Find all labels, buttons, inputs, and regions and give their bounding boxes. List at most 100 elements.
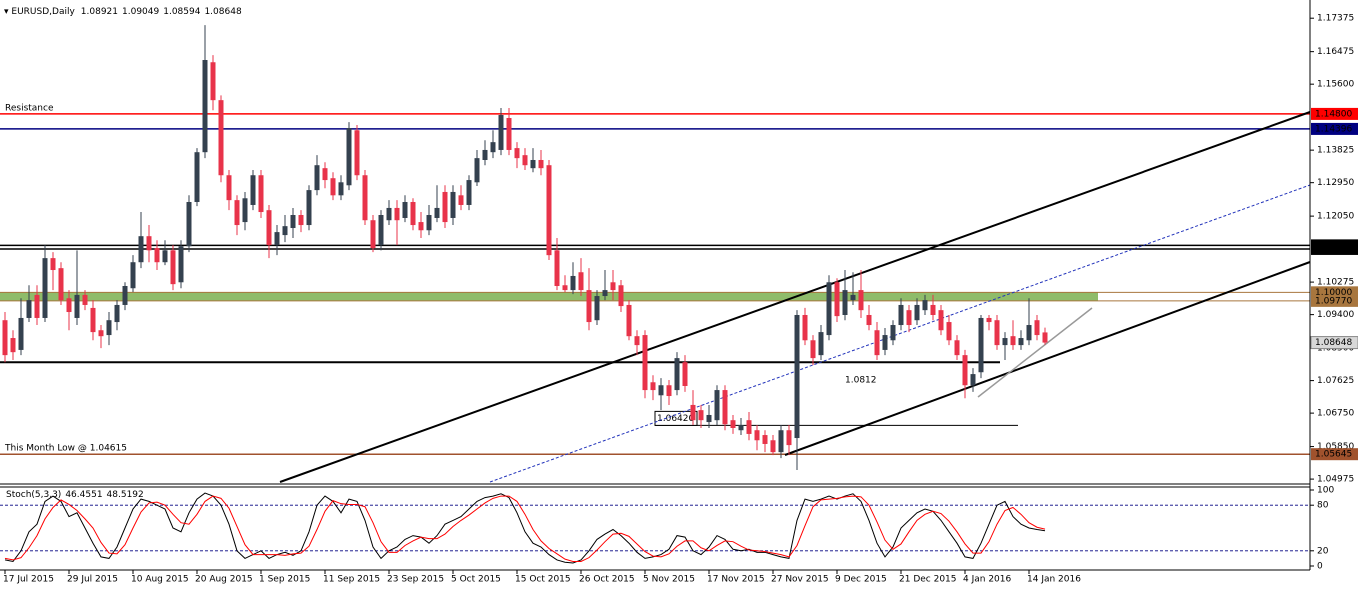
stoch-tick-label: 0 bbox=[1317, 562, 1323, 572]
candle-body bbox=[610, 282, 616, 291]
stoch-tick-label: 20 bbox=[1317, 546, 1329, 556]
candle-body bbox=[106, 320, 112, 336]
candle-body bbox=[498, 115, 504, 150]
candle-body bbox=[322, 168, 328, 181]
candle-body bbox=[618, 285, 624, 307]
candles-layer bbox=[2, 25, 1048, 470]
x-tick-label: 29 Jul 2015 bbox=[67, 575, 118, 585]
level-label: 1.09770 bbox=[1315, 296, 1352, 306]
stoch-tick-label: 80 bbox=[1317, 501, 1329, 511]
candle-body bbox=[962, 355, 968, 386]
level-label-box bbox=[1311, 122, 1358, 135]
x-tick-label: 14 Jan 2016 bbox=[1027, 575, 1081, 585]
channel-lower-line bbox=[784, 261, 1311, 456]
zone bbox=[0, 292, 1098, 301]
candle-body bbox=[1042, 332, 1048, 343]
candle-body bbox=[290, 215, 296, 229]
candle-body bbox=[346, 128, 352, 186]
candle-body bbox=[258, 175, 264, 213]
level-label-box bbox=[1311, 448, 1358, 461]
candle-body bbox=[914, 304, 920, 321]
candle-body bbox=[2, 320, 8, 356]
stoch-title: Stoch(5,3,3) 46.4551 48.5192 bbox=[6, 490, 144, 500]
candle-body bbox=[890, 325, 896, 341]
candle-body bbox=[242, 198, 248, 223]
candle-body bbox=[162, 250, 168, 263]
stoch-tick-label: 100 bbox=[1317, 486, 1334, 496]
candle-body bbox=[442, 191, 448, 223]
candle-body bbox=[602, 290, 608, 297]
candle-body bbox=[674, 358, 680, 391]
candle-body bbox=[330, 178, 336, 196]
candle-body bbox=[762, 435, 768, 444]
low: 1.08594 bbox=[163, 7, 200, 17]
x-tick-label: 20 Aug 2015 bbox=[195, 575, 253, 585]
candle-body bbox=[490, 142, 496, 153]
candle-body bbox=[458, 195, 464, 205]
y-tick-label: 1.05850 bbox=[1317, 442, 1354, 452]
candle-body bbox=[370, 220, 376, 249]
x-tick-label: 27 Nov 2015 bbox=[771, 575, 829, 585]
candle-body bbox=[858, 290, 864, 311]
high: 1.09049 bbox=[122, 7, 159, 17]
y-tick-label: 1.09400 bbox=[1317, 310, 1354, 320]
close: 1.08648 bbox=[204, 7, 241, 17]
candle-body bbox=[818, 332, 824, 356]
candle-body bbox=[402, 201, 408, 218]
candle-body bbox=[898, 304, 904, 326]
level-label: 1.05645 bbox=[1315, 450, 1352, 460]
stoch-line bbox=[4, 495, 1046, 562]
y-tick-label: 1.13825 bbox=[1317, 146, 1354, 156]
level-label: 1.11167 bbox=[1315, 244, 1352, 254]
candle-body bbox=[394, 207, 400, 221]
candle-body bbox=[514, 148, 520, 159]
candle-body bbox=[306, 190, 312, 226]
candle-body bbox=[730, 420, 736, 428]
candle-body bbox=[274, 232, 280, 246]
candle-body bbox=[690, 404, 696, 421]
candle-body bbox=[850, 294, 856, 301]
candle-body bbox=[642, 335, 648, 391]
candle-body bbox=[338, 182, 344, 196]
candle-body bbox=[82, 294, 88, 305]
candle-body bbox=[210, 62, 216, 101]
y-tick-label: 1.04975 bbox=[1317, 475, 1354, 485]
level-label: 1.14396 bbox=[1315, 124, 1352, 134]
symbol: EURUSD,Daily bbox=[11, 7, 75, 17]
candle-body bbox=[170, 250, 176, 285]
candle-body bbox=[626, 304, 632, 337]
y-tick-label: 1.07625 bbox=[1317, 376, 1354, 386]
candle-body bbox=[50, 258, 56, 271]
candle-body bbox=[754, 430, 760, 441]
y-tick-label: 1.10275 bbox=[1317, 278, 1354, 288]
candle-body bbox=[482, 149, 488, 160]
candle-body bbox=[698, 410, 704, 421]
wedge-line bbox=[977, 307, 1093, 398]
candle-body bbox=[154, 248, 160, 263]
level-label: 1.14800 bbox=[1315, 109, 1352, 119]
price-label: 1.08648 bbox=[1315, 338, 1352, 348]
candle-body bbox=[450, 191, 456, 218]
candle-body bbox=[786, 430, 792, 446]
annotation-label: 1.06420 bbox=[657, 414, 694, 424]
candle-body bbox=[282, 226, 288, 236]
title-icon: ▾ bbox=[4, 7, 11, 17]
candle-body bbox=[98, 330, 104, 337]
candle-body bbox=[34, 294, 40, 318]
stoch-d: 48.5192 bbox=[107, 490, 144, 500]
y-tick-label: 1.15600 bbox=[1317, 80, 1354, 90]
candle-body bbox=[658, 385, 664, 396]
candle-body bbox=[226, 175, 232, 201]
candle-body bbox=[578, 272, 584, 291]
level-label-box bbox=[1311, 107, 1358, 120]
candle-body bbox=[1026, 325, 1032, 341]
candle-body bbox=[882, 335, 888, 350]
zone-layer bbox=[0, 292, 1098, 301]
x-tick-label: 23 Sep 2015 bbox=[387, 575, 444, 585]
y-tick-label: 1.12950 bbox=[1317, 178, 1354, 188]
stoch-name: Stoch(5,3,3) bbox=[6, 490, 61, 500]
candle-body bbox=[770, 440, 776, 453]
candle-body bbox=[434, 207, 440, 218]
candle-body bbox=[634, 336, 640, 346]
candle-body bbox=[466, 180, 472, 205]
